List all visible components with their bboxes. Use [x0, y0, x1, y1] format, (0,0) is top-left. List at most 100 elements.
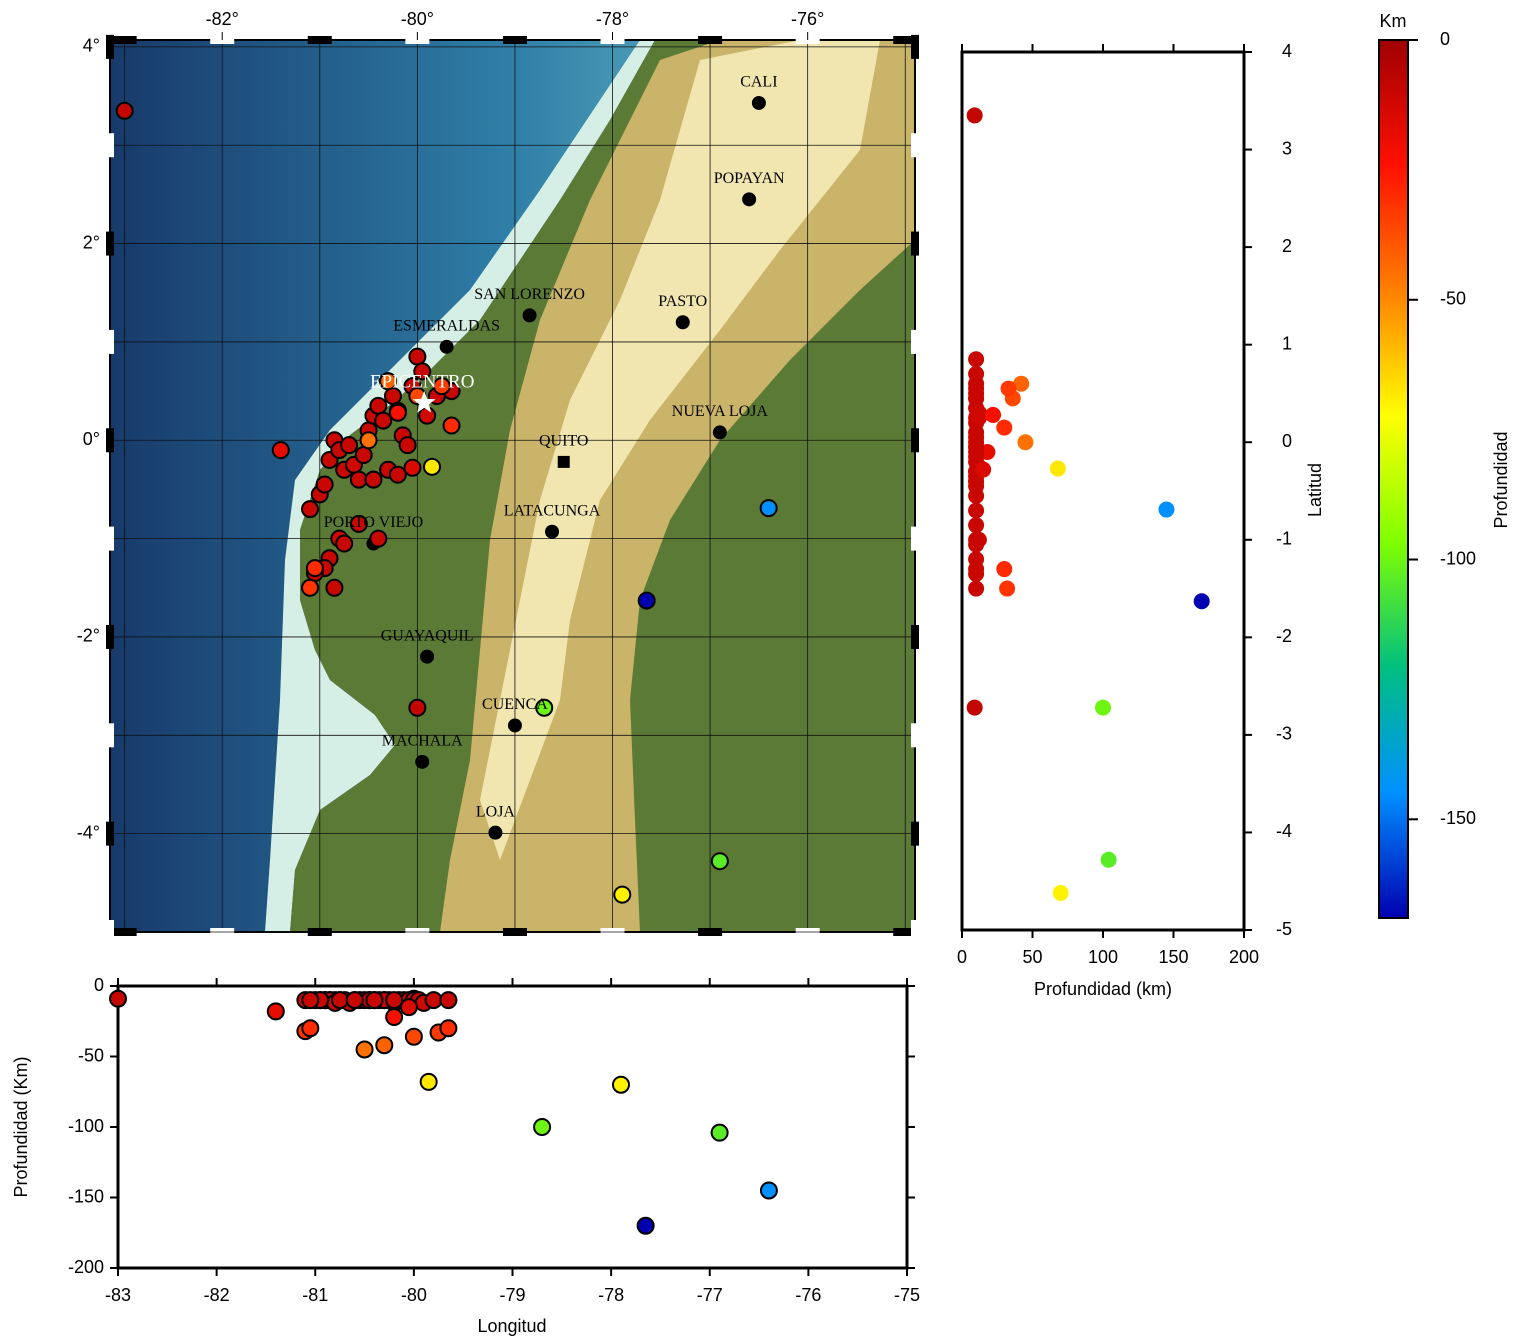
y-tick-label: -4 — [1276, 821, 1292, 841]
x-tick-label: -75 — [894, 1285, 920, 1305]
earthquake — [968, 531, 985, 548]
city-marker — [545, 524, 560, 539]
city-marker — [742, 192, 757, 207]
city-label: NUEVA LOJA — [672, 403, 769, 420]
y-tick-label: -50 — [78, 1045, 104, 1065]
y-tick-label: 1 — [1282, 333, 1292, 353]
earthquake — [968, 517, 985, 534]
earthquake — [388, 465, 407, 484]
earthquake — [374, 411, 393, 430]
x-tick-label: 150 — [1158, 947, 1188, 967]
frame-block — [911, 34, 919, 59]
lon-depth-frame — [116, 984, 909, 1270]
y-tick-label: 0 — [94, 975, 104, 995]
x-tick-label: 100 — [1088, 947, 1118, 967]
x-tick-label: -81 — [302, 1285, 328, 1305]
frame-block — [112, 36, 137, 44]
x-tick-label: 200 — [1229, 947, 1259, 967]
city-marker — [415, 754, 430, 769]
city-label: PASTO — [658, 293, 707, 310]
frame-block — [106, 920, 114, 944]
earthquake — [432, 377, 451, 396]
x-tick-label: -80 — [401, 1285, 427, 1305]
city-label: ESMERALDAS — [393, 318, 500, 335]
y-tick-label: -4° — [77, 822, 100, 842]
x-tick-label: -76° — [791, 9, 824, 29]
colorbar-tick-label: -100 — [1440, 548, 1476, 568]
city-marker — [439, 339, 454, 354]
frame-block — [911, 526, 919, 551]
y-tick-label: 2 — [1282, 236, 1292, 256]
city-marker — [557, 455, 570, 468]
x-tick-label: 50 — [1022, 947, 1042, 967]
frame-block — [502, 36, 527, 44]
x-tick-label: -78 — [598, 1285, 624, 1305]
earthquake — [271, 441, 290, 460]
earthquake — [1193, 593, 1210, 610]
earthquake — [109, 989, 127, 1008]
city-marker — [488, 825, 503, 840]
earthquake — [442, 416, 461, 435]
earthquake — [115, 101, 134, 120]
y-tick-label: 4° — [83, 36, 100, 56]
earthquake — [533, 1118, 552, 1136]
earthquake — [349, 514, 368, 533]
earthquake — [968, 351, 985, 368]
x-tick-label: -79 — [499, 1285, 525, 1305]
city-marker — [420, 649, 435, 664]
earthquake — [345, 991, 364, 1010]
frame-block — [106, 231, 114, 256]
earthquake — [301, 578, 320, 597]
x-tick-label: -77 — [697, 1285, 723, 1305]
frame-block — [911, 133, 919, 158]
x-tick-label: 0 — [957, 947, 967, 967]
earthquake — [1017, 434, 1034, 451]
earthquake — [636, 1216, 655, 1235]
x-tick-label: -78° — [596, 9, 629, 29]
city-marker — [751, 95, 766, 110]
earthquake — [335, 534, 354, 553]
earthquake — [1049, 460, 1066, 477]
earthquake — [710, 1123, 729, 1142]
earthquake — [966, 699, 983, 716]
x-tick-label: -76 — [795, 1285, 821, 1305]
frame-block — [106, 526, 114, 551]
earthquake — [1000, 380, 1017, 397]
frame-block — [911, 428, 919, 453]
colorbar-title: Km — [1380, 11, 1407, 31]
city-label: LOJA — [476, 803, 516, 820]
earthquake — [359, 431, 378, 450]
earthquake — [759, 499, 778, 518]
earthquake — [1100, 851, 1117, 868]
city-marker — [712, 425, 727, 440]
earthquake — [1158, 501, 1175, 518]
frame-block — [106, 723, 114, 748]
earthquake — [330, 991, 349, 1010]
earthquake — [408, 698, 427, 717]
city-label: CALI — [740, 74, 777, 91]
y-tick-label: 4 — [1282, 41, 1292, 61]
epicenter-marker — [412, 390, 436, 413]
earthquake — [325, 578, 344, 597]
andes — [440, 40, 915, 932]
city-label: CUENCA — [482, 696, 548, 713]
earthquake — [439, 991, 458, 1010]
frame-block — [911, 821, 919, 846]
earthquake — [996, 419, 1013, 436]
y-tick-label: -100 — [68, 1116, 104, 1136]
earthquake — [301, 1019, 320, 1038]
earthquake — [968, 365, 985, 382]
earthquake — [424, 991, 443, 1010]
earthquake — [968, 580, 985, 597]
earthquake — [404, 1027, 423, 1046]
earthquake — [365, 991, 384, 1010]
frame-block — [106, 34, 114, 59]
highlands — [480, 40, 880, 860]
earthquake — [355, 1040, 374, 1059]
earthquake — [637, 591, 656, 610]
frame-block — [911, 231, 919, 256]
x-axis-label: Profundidad (km) — [1034, 979, 1172, 999]
